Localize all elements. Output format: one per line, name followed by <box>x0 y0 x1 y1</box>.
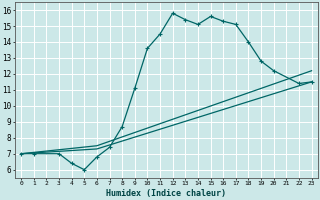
X-axis label: Humidex (Indice chaleur): Humidex (Indice chaleur) <box>106 189 226 198</box>
